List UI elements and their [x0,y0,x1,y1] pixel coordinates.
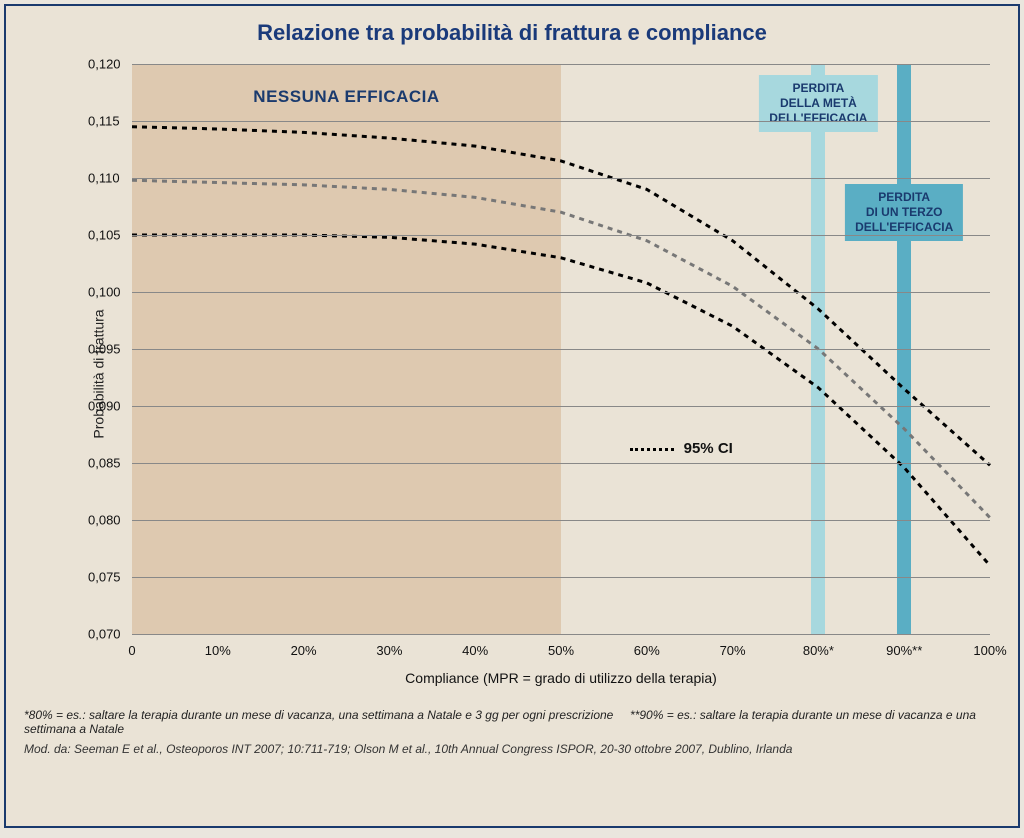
shaded-region-label: NESSUNA EFFICACIA [253,87,439,107]
ytick-label: 0,095 [88,342,121,357]
xtick-label: 30% [376,643,402,658]
gridline [132,406,990,407]
footnote-80: *80% = es.: saltare la terapia durante u… [24,708,613,722]
gridline [132,349,990,350]
ytick-label: 0,070 [88,627,121,642]
chart-area: Probabilità di frattura 010%20%30%40%50%… [86,54,990,694]
gridline [132,634,990,635]
footnote-source: Mod. da: Seeman E et al., Osteoporos INT… [24,742,1000,756]
ytick-label: 0,110 [88,171,120,186]
ytick-label: 0,090 [88,399,121,414]
marker-callout-90: PERDITADI UN TERZODELL'EFFICACIA [845,184,963,241]
footnotes: *80% = es.: saltare la terapia durante u… [24,708,1000,756]
chart-container: Relazione tra probabilità di frattura e … [4,4,1020,828]
legend: 95% CI [630,440,733,457]
gridline [132,463,990,464]
chart-title: Relazione tra probabilità di frattura e … [24,20,1000,46]
ytick-label: 0,085 [88,456,121,471]
gridline [132,121,990,122]
xtick-label: 70% [720,643,746,658]
gridline [132,577,990,578]
x-axis-label: Compliance (MPR = grado di utilizzo dell… [132,670,990,686]
xtick-label: 90%** [886,643,922,658]
ytick-label: 0,115 [88,114,120,129]
marker-callout-80: PERDITADELLA METÀDELL'EFFICACIA [759,75,877,132]
ytick-label: 0,105 [88,228,121,243]
ytick-label: 0,080 [88,513,121,528]
plot-area: 010%20%30%40%50%60%70%80%*90%**100% Comp… [132,64,990,634]
y-axis-label: Probabilità di frattura [91,309,107,438]
legend-text: 95% CI [684,440,733,457]
gridline [132,64,990,65]
xtick-label: 20% [291,643,317,658]
xtick-label: 10% [205,643,231,658]
gridline [132,178,990,179]
legend-dash-icon [630,448,674,451]
xtick-label: 80%* [803,643,834,658]
xtick-label: 0 [128,643,135,658]
xtick-label: 50% [548,643,574,658]
gridline [132,235,990,236]
xtick-label: 60% [634,643,660,658]
ytick-label: 0,075 [88,570,121,585]
series-lower-ci [132,235,990,566]
ytick-label: 0,100 [88,285,121,300]
gridline [132,292,990,293]
gridline [132,520,990,521]
xtick-label: 40% [462,643,488,658]
ytick-label: 0,120 [88,57,121,72]
xtick-label: 100% [973,643,1006,658]
footnote-line1: *80% = es.: saltare la terapia durante u… [24,708,1000,736]
x-axis: 010%20%30%40%50%60%70%80%*90%**100% [132,634,990,658]
